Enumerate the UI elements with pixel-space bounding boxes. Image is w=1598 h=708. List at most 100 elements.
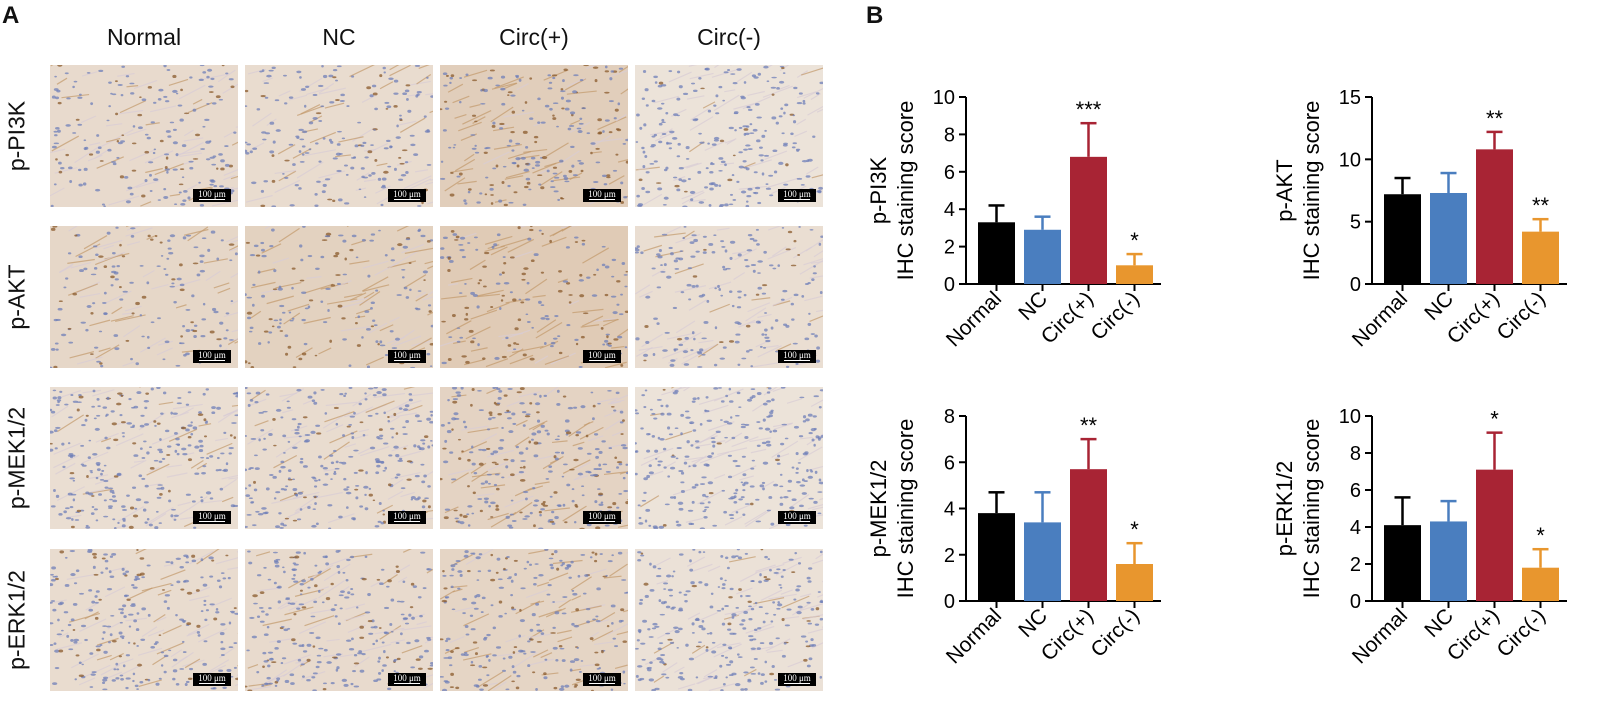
micrograph-tile: 100 μm (50, 549, 238, 691)
scale-bar: 100 μm (193, 511, 231, 524)
scale-bar: 100 μm (193, 350, 231, 363)
y-tick-label: 15 (1339, 87, 1361, 109)
micrograph-tile: 100 μm (245, 65, 433, 207)
scale-bar: 100 μm (583, 189, 621, 202)
scale-bar: 100 μm (778, 350, 816, 363)
y-tick-label: 4 (1350, 517, 1361, 539)
bar (1476, 149, 1513, 284)
x-tick-label: Normal (942, 604, 1006, 668)
y-axis-title: IHC staining score (893, 419, 918, 599)
bar (1476, 469, 1513, 601)
micrograph-tile: 100 μm (440, 549, 628, 691)
micrograph-tile: 100 μm (245, 549, 433, 691)
y-tick-label: 0 (944, 274, 955, 296)
x-tick-label: Circ(+) (1443, 604, 1504, 665)
bar (1430, 192, 1467, 284)
y-axis-title: IHC staining score (1299, 101, 1324, 281)
y-tick-label: 2 (944, 545, 955, 567)
panel-a-label: A (2, 2, 20, 29)
y-tick-label: 5 (1350, 212, 1361, 234)
significance-marker: ** (1486, 106, 1504, 131)
y-axis-title: IHC staining score (1299, 419, 1324, 599)
x-tick-label: Circ(+) (1037, 604, 1098, 665)
y-tick-label: 6 (944, 162, 955, 184)
x-tick-label: Circ(+) (1037, 287, 1098, 348)
micrograph-tile: 100 μm (50, 65, 238, 207)
y-tick-label: 2 (1350, 554, 1361, 576)
bar (1116, 265, 1153, 284)
x-tick-label: Circ(-) (1493, 604, 1550, 661)
x-tick-label: Normal (942, 287, 1006, 351)
y-tick-label: 10 (933, 87, 955, 109)
significance-marker: * (1536, 523, 1545, 548)
scale-bar: 100 μm (778, 189, 816, 202)
bar (1116, 564, 1153, 601)
scale-bar: 100 μm (583, 511, 621, 524)
micrograph-tile: 100 μm (50, 226, 238, 368)
y-axis-title: p-ERK1/2 (1272, 461, 1297, 556)
micrograph-tile: 100 μm (635, 65, 823, 207)
significance-marker: ** (1080, 413, 1098, 438)
y-axis-title: IHC staining score (893, 101, 918, 281)
bar (1024, 522, 1061, 601)
y-axis-title: p-PI3K (866, 157, 891, 225)
panel-b-label: B (866, 2, 884, 29)
col-header-circ-plus: Circ(+) (499, 24, 569, 50)
bar (1070, 469, 1107, 601)
micrograph-tile: 100 μm (440, 387, 628, 529)
scale-bar: 100 μm (778, 673, 816, 686)
scale-bar: 100 μm (193, 673, 231, 686)
scale-bar: 100 μm (388, 511, 426, 524)
significance-marker: * (1130, 228, 1139, 253)
y-tick-label: 8 (1350, 443, 1361, 465)
bar (1522, 231, 1559, 284)
significance-marker: ** (1532, 193, 1550, 218)
x-tick-label: Normal (1348, 604, 1412, 668)
y-tick-label: 8 (944, 406, 955, 428)
bar (978, 222, 1015, 284)
y-tick-label: 10 (1339, 406, 1361, 428)
x-tick-label: NC (1420, 287, 1458, 325)
micrograph-tile: 100 μm (635, 387, 823, 529)
scale-bar: 100 μm (778, 511, 816, 524)
x-tick-label: Normal (1348, 287, 1412, 351)
x-tick-label: NC (1420, 604, 1458, 642)
micrograph-tile: 100 μm (440, 226, 628, 368)
significance-marker: * (1130, 517, 1139, 542)
bar (1384, 194, 1421, 284)
micrograph-tile: 100 μm (50, 387, 238, 529)
scale-bar: 100 μm (388, 673, 426, 686)
y-axis-title: p-MEK1/2 (866, 460, 891, 558)
scale-bar: 100 μm (388, 350, 426, 363)
micrograph-tile: 100 μm (635, 549, 823, 691)
y-tick-label: 0 (1350, 274, 1361, 296)
x-tick-label: Circ(-) (1493, 287, 1550, 344)
bar (1522, 567, 1559, 601)
y-tick-label: 6 (944, 452, 955, 474)
scale-bar: 100 μm (193, 189, 231, 202)
significance-marker: *** (1076, 97, 1102, 122)
x-tick-label: Circ(-) (1087, 287, 1144, 344)
x-tick-label: NC (1014, 287, 1052, 325)
bar (1070, 156, 1107, 284)
x-tick-label: NC (1014, 604, 1052, 642)
micrograph-tile: 100 μm (440, 65, 628, 207)
x-tick-label: Circ(+) (1443, 287, 1504, 348)
micrograph-tile: 100 μm (245, 226, 433, 368)
micrograph-tile: 100 μm (635, 226, 823, 368)
y-tick-label: 2 (944, 237, 955, 259)
y-tick-label: 0 (1350, 591, 1361, 613)
x-tick-label: Circ(-) (1087, 604, 1144, 661)
col-header-circ-minus: Circ(-) (697, 24, 761, 50)
y-tick-label: 6 (1350, 480, 1361, 502)
scale-bar: 100 μm (388, 189, 426, 202)
col-header-nc: NC (322, 24, 356, 50)
scale-bar: 100 μm (583, 350, 621, 363)
bar (1384, 525, 1421, 601)
y-tick-label: 10 (1339, 149, 1361, 171)
y-tick-label: 4 (944, 199, 955, 221)
col-header-normal: Normal (106, 24, 182, 50)
significance-marker: * (1490, 407, 1499, 432)
bar (1024, 229, 1061, 284)
y-tick-label: 4 (944, 499, 955, 521)
